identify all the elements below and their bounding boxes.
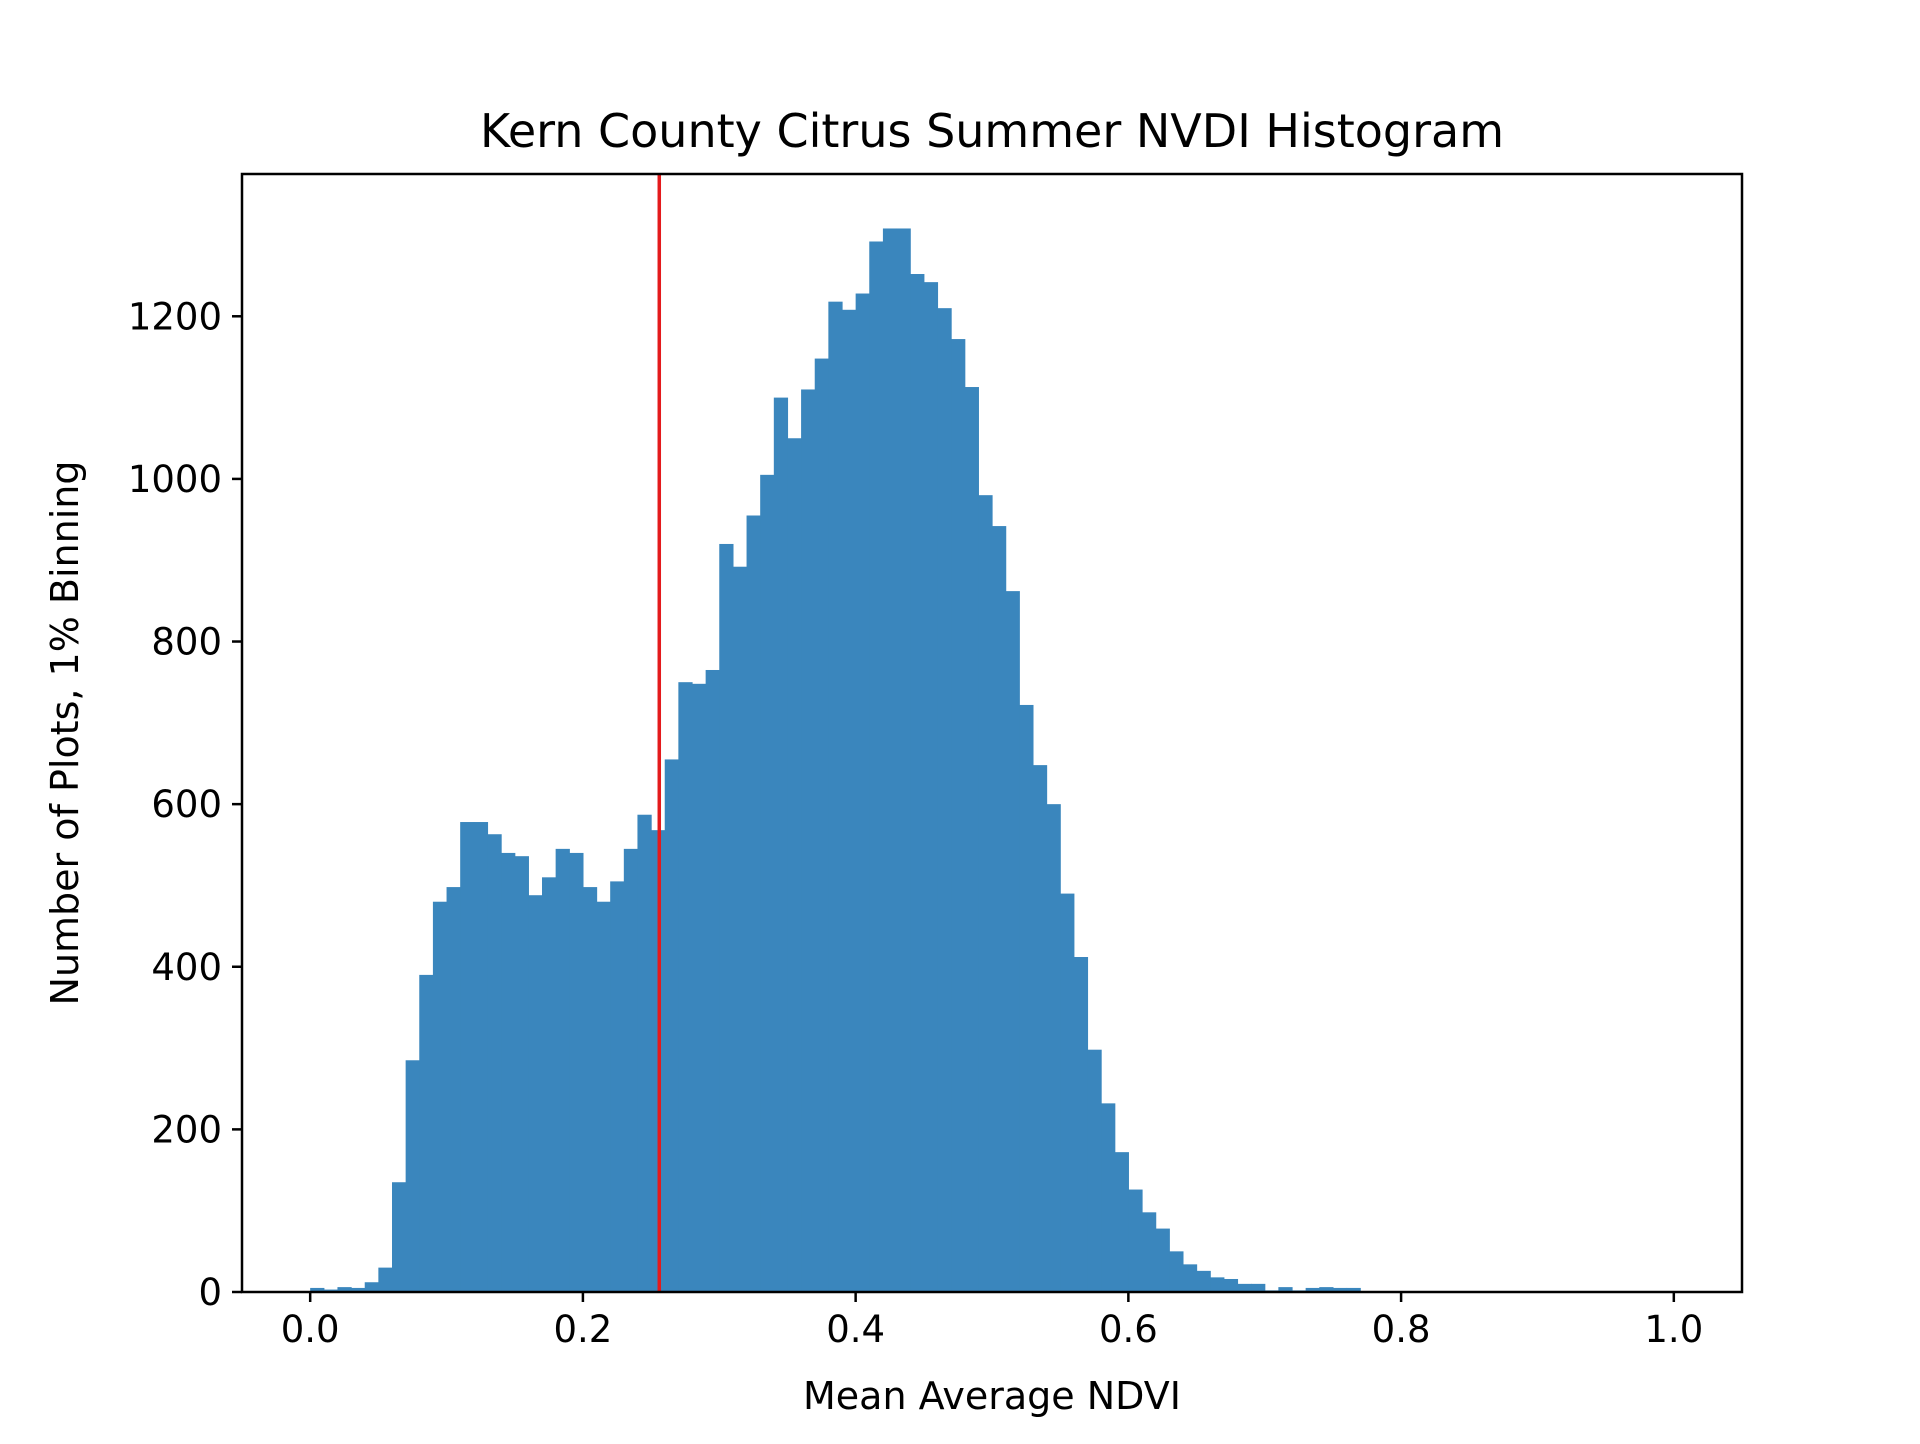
- histogram-bar: [623, 848, 639, 1292]
- histogram-bar: [351, 1287, 366, 1292]
- histogram-bar: [1101, 1103, 1116, 1292]
- histogram-bar: [392, 1182, 407, 1292]
- histogram-bar: [446, 887, 461, 1292]
- histogram-bar: [978, 495, 993, 1292]
- histogram-bar: [1332, 1287, 1348, 1292]
- histogram-bar: [1155, 1228, 1170, 1292]
- histogram-bar: [1060, 893, 1075, 1292]
- histogram-bar: [1032, 765, 1048, 1292]
- x-axis-ticks: 0.0 0.2 0.4 0.6 0.8 1.0: [281, 1292, 1703, 1351]
- histogram-bar: [501, 852, 516, 1292]
- histogram-bar: [1128, 1189, 1143, 1292]
- x-tick-label: 0.4: [826, 1308, 885, 1351]
- histogram-bar: [637, 814, 652, 1292]
- histogram-bar: [473, 822, 489, 1292]
- histogram-bar: [1223, 1278, 1239, 1292]
- y-tick-label: 1200: [128, 295, 222, 338]
- histogram-bar: [528, 895, 543, 1292]
- histogram-bar: [1319, 1287, 1334, 1292]
- x-tick-label: 0.0: [281, 1308, 340, 1351]
- histogram-bar: [596, 901, 611, 1292]
- histogram-bar: [542, 877, 557, 1292]
- x-tick-label: 0.6: [1099, 1308, 1158, 1351]
- histogram-bar: [1196, 1270, 1211, 1292]
- histogram-bar: [1278, 1287, 1293, 1292]
- histogram-bar: [1087, 1049, 1102, 1292]
- histogram-bar: [951, 339, 966, 1292]
- histogram-bar: [732, 566, 748, 1292]
- histogram-bar: [855, 293, 870, 1292]
- histogram-bar: [773, 397, 789, 1293]
- histogram-bar: [746, 515, 761, 1292]
- histogram-bar: [923, 282, 939, 1292]
- histogram-bar: [869, 241, 884, 1293]
- histogram-bar: [1046, 804, 1061, 1292]
- histogram-bar: [1073, 957, 1089, 1292]
- histogram-bar: [405, 1060, 420, 1292]
- histogram-bar: [555, 848, 570, 1292]
- plot-frame: [240, 172, 1744, 1294]
- histogram-bar: [964, 387, 979, 1292]
- x-tick-label: 0.2: [553, 1308, 612, 1351]
- histogram-bar: [310, 1287, 325, 1292]
- histogram-bar: [828, 301, 843, 1292]
- x-tick-label: 1.0: [1644, 1308, 1703, 1351]
- histogram-bar: [1251, 1283, 1266, 1292]
- histogram-bar: [1346, 1287, 1361, 1292]
- histogram-bar: [569, 852, 584, 1292]
- y-tick-label: 0: [198, 1271, 222, 1314]
- histogram-bar: [582, 887, 598, 1292]
- x-tick-label: 0.8: [1372, 1308, 1431, 1351]
- histogram-bar: [1237, 1283, 1252, 1292]
- histogram-bar: [678, 682, 693, 1292]
- y-tick-label: 600: [151, 783, 222, 826]
- histogram-bar: [910, 274, 925, 1292]
- histogram-bar: [419, 974, 434, 1292]
- histogram-bar: [1005, 591, 1020, 1292]
- histogram-bar: [719, 543, 734, 1292]
- y-tick-label: 200: [151, 1108, 222, 1151]
- x-axis-label: Mean Average NDVI: [803, 1374, 1181, 1418]
- y-tick-label: 1000: [128, 458, 222, 501]
- histogram-bar: [1210, 1277, 1225, 1292]
- histogram-bar: [801, 389, 816, 1293]
- histogram-bar: [692, 683, 707, 1292]
- y-tick-label: 800: [151, 621, 222, 664]
- histogram-bar: [1114, 1152, 1129, 1292]
- histogram-bar: [896, 228, 911, 1293]
- y-tick-label: 400: [151, 946, 222, 989]
- histogram-bar: [664, 759, 679, 1292]
- histogram-bar: [378, 1267, 393, 1292]
- histogram-bar: [460, 822, 475, 1292]
- histogram-bar: [842, 309, 857, 1292]
- histogram-bar: [1142, 1212, 1157, 1292]
- histogram-bar: [882, 228, 898, 1293]
- histogram-bar: [787, 438, 802, 1292]
- histogram-bar: [487, 834, 502, 1292]
- histogram-bar: [1019, 704, 1034, 1292]
- histogram-bar: [364, 1282, 379, 1292]
- histogram-bar: [814, 358, 829, 1292]
- histogram-bar: [705, 669, 720, 1292]
- histogram-bar: [337, 1287, 352, 1292]
- y-axis-label: Number of Plots, 1% Binning: [43, 461, 87, 1006]
- histogram-bar: [992, 526, 1007, 1292]
- histogram-bar: [514, 856, 529, 1292]
- y-axis-ticks: 0 200 400 600 800 1000 1200: [128, 295, 242, 1314]
- histogram-bar: [610, 881, 625, 1292]
- histogram-bars: [310, 228, 1361, 1293]
- histogram-bar: [1182, 1264, 1198, 1292]
- histogram-bar: [432, 901, 448, 1292]
- chart-title: Kern County Citrus Summer NVDI Histogram: [480, 104, 1504, 158]
- histogram-bar: [1305, 1287, 1320, 1292]
- histogram-bar: [937, 308, 952, 1292]
- histogram-bar: [1169, 1251, 1184, 1292]
- histogram-bar: [760, 474, 775, 1293]
